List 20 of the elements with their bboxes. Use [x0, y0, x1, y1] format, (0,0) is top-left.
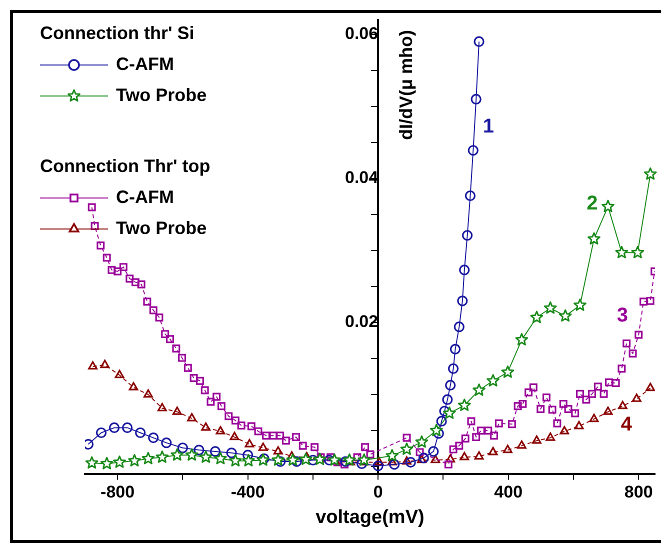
y-tick-label: 0.02: [345, 312, 378, 332]
legend-label: C-AFM: [116, 54, 174, 74]
x-tick-label: 0: [373, 482, 383, 502]
annotation: Connection thr' Si: [40, 22, 194, 43]
annotation: 3: [616, 304, 628, 326]
y-tick-label: 0.06: [345, 24, 378, 44]
x-axis-title: voltage(mV): [316, 506, 424, 528]
y-axis-title: dI/dV(μ mho): [396, 30, 416, 140]
x-tick-label: -800: [100, 482, 135, 502]
x-tick-label: 800: [624, 482, 653, 502]
legend-label: C-AFM: [116, 186, 174, 207]
annotation: 2: [586, 192, 598, 214]
y-tick-label: 0.04: [345, 168, 379, 188]
annotation: Connection Thr' top: [40, 156, 210, 176]
legend-label: Two Probe: [116, 218, 207, 238]
annotation: 1: [482, 116, 494, 138]
x-tick-label: 400: [494, 482, 523, 502]
annotation: 4: [620, 413, 633, 436]
x-tick-label: -400: [230, 482, 265, 502]
legend-label: Two Probe: [116, 84, 207, 105]
